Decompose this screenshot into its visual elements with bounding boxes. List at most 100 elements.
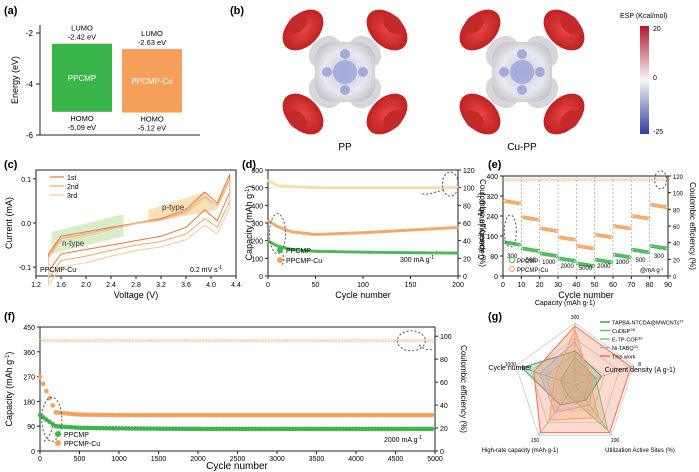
- panel-e-xtick: 60: [609, 282, 617, 289]
- point-CE: [392, 339, 396, 343]
- esp-lobe-core: [383, 110, 403, 130]
- point-PPCMP: [521, 246, 526, 251]
- panel-e-rate-unit: @mA g-1: [640, 266, 664, 275]
- point-CE: [389, 339, 393, 343]
- point-CE: [310, 339, 314, 343]
- point-CE: [190, 339, 194, 343]
- ptype-label: p-type: [162, 203, 185, 212]
- point-PPCMP: [583, 262, 588, 267]
- point-CE: [360, 339, 364, 343]
- ce-point: [532, 178, 536, 182]
- point-PPCMP: [567, 258, 571, 262]
- panel-a: (a) -2 -4 -6 Energy (eV) PPCMPLUMO-2.42 …: [4, 5, 200, 140]
- point-PPCMP: [552, 253, 557, 258]
- panel-d-xtick: 200: [452, 282, 464, 289]
- panel-c-xtick: 2.8: [131, 282, 141, 289]
- point-CE: [253, 339, 257, 343]
- panel-e-xtick: 30: [554, 282, 562, 289]
- panel-e-ylabel: Capacity (mAh g-1): [477, 192, 486, 259]
- panel-d-ylabel: Capacity (mAh g-1): [244, 186, 254, 261]
- energy-bar: [52, 43, 112, 112]
- rate-label: 500: [525, 258, 536, 264]
- point-CE: [351, 339, 355, 343]
- radar-axis-max: 1000: [505, 362, 516, 368]
- point-PPCMP-Cu: [578, 244, 582, 249]
- point-PPCMP-Cu: [565, 236, 570, 241]
- radar-grid: [515, 322, 635, 436]
- esp-lobe-core: [560, 14, 580, 34]
- point-PPCMP: [660, 245, 665, 250]
- homo-value: -5.12 eV: [138, 124, 166, 133]
- highlight-oval: [41, 396, 63, 442]
- point-PPCMP-Cu: [645, 216, 650, 221]
- point-PPCMP-Cu: [539, 226, 544, 231]
- point-CE: [341, 339, 345, 343]
- point-CE: [259, 339, 263, 343]
- panel-c-sample: PPCMP-Cu: [40, 267, 76, 274]
- point-PPCMP-Cu: [534, 217, 538, 222]
- ce-point: [543, 178, 547, 182]
- point-CE: [136, 339, 140, 343]
- point-PPCMP: [642, 249, 647, 254]
- ce-point: [635, 178, 639, 182]
- panel-a-ylabel: Energy (eV): [10, 56, 20, 104]
- point-PPCMP: [543, 252, 548, 257]
- ce-point: [514, 178, 518, 182]
- point-PPCMP: [554, 254, 559, 258]
- point-CE: [180, 339, 184, 343]
- radar-axis-utilization: Utilization Active Sites (%): [605, 448, 675, 454]
- panel-e-xtick: 0: [501, 282, 505, 289]
- panel-d-ytick: 400: [251, 203, 263, 210]
- ce-point: [598, 178, 602, 182]
- point-PPCMP-Cu: [510, 200, 515, 205]
- point-CE: [164, 339, 168, 343]
- panel-f-y2tick: 20: [440, 426, 448, 433]
- legend-2nd: 2nd: [67, 184, 79, 191]
- point-PPCMP: [655, 245, 659, 249]
- panel-f-ytick: 270: [23, 375, 35, 382]
- cv-curve-3rd: [48, 180, 231, 287]
- panel-f-ytick: 90: [27, 424, 35, 431]
- radar-axis-max: 100: [611, 438, 620, 444]
- point-CE: [354, 339, 358, 343]
- panel-e-ytick: 80: [490, 254, 498, 261]
- panel-e-ytick: 400: [486, 174, 498, 181]
- point-PPCMP-Cu: [585, 245, 590, 250]
- point-PPCMP-Cu: [640, 215, 645, 220]
- panel-e-plot: 0 10 20 30 40 50 60 70 80 90080160240320400020406…: [486, 170, 684, 289]
- point-PPCMP: [601, 259, 606, 263]
- panel-c-xtick: 1.2: [31, 282, 41, 289]
- point-CE: [139, 339, 143, 343]
- rate-label: 300: [654, 254, 665, 260]
- point-PPCMP: [594, 257, 599, 262]
- point-PPCMP-Cu: [598, 233, 603, 238]
- point-CE: [386, 339, 390, 343]
- legend-ppcmp-cu: PPCMP-Cu: [64, 441, 100, 448]
- point-PPCMP-Cu: [587, 245, 592, 250]
- panel-a-ytick: -2: [26, 29, 34, 38]
- ce-point: [576, 178, 580, 182]
- panel-f-ytick: 450: [23, 325, 35, 332]
- panel-c-xtick: 2.4: [106, 282, 116, 289]
- point-CE: [329, 339, 333, 343]
- panel-e-y2tick: 80: [673, 208, 680, 214]
- point-PPCMP-Cu: [609, 235, 614, 240]
- esp-pyrrole: [340, 85, 350, 95]
- point-PPCMP-Cu: [662, 204, 667, 209]
- legend-3rd: 3rd: [67, 193, 77, 200]
- radar-axis-current: Current density (A g-1): [605, 367, 675, 374]
- esp-scale-tick: -25: [653, 129, 663, 136]
- esp-molecule-pp: [282, 9, 408, 135]
- esp-pyrrole: [535, 67, 545, 77]
- panel-g-radar: 300 8 100 150 1000: [505, 315, 642, 444]
- panel-c-xtick: 3.2: [156, 282, 166, 289]
- arrow-right: [419, 188, 444, 195]
- panel-c-ytick: -0.1: [19, 265, 31, 272]
- radar-legend-item: TAPBA-NTCDA@MWCNTs37: [612, 318, 684, 327]
- ce-point: [569, 178, 573, 182]
- point-CE: [370, 339, 374, 343]
- point-CE: [326, 339, 330, 343]
- point-CE: [76, 339, 80, 343]
- point-PPCMP-Cu: [600, 233, 604, 238]
- panel-d-ytick: 500: [251, 186, 263, 193]
